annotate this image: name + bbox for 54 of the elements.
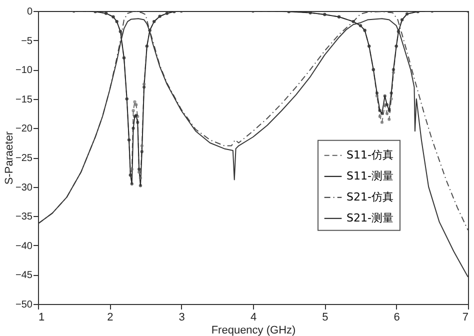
x-tick-label: 5 bbox=[322, 312, 328, 324]
x-axis-title: Frequency (GHz) bbox=[211, 324, 296, 336]
point bbox=[140, 144, 144, 148]
x-tick-label: 3 bbox=[178, 312, 185, 324]
point bbox=[138, 176, 142, 180]
x-tick-label: 2 bbox=[107, 312, 114, 324]
x-tick-label: 6 bbox=[394, 312, 400, 324]
y-tick-label: −35 bbox=[16, 212, 33, 223]
point bbox=[134, 103, 138, 106]
point bbox=[375, 91, 379, 95]
point bbox=[385, 112, 389, 116]
point bbox=[133, 100, 136, 104]
point bbox=[132, 126, 135, 130]
point bbox=[142, 86, 146, 89]
y-tick-label: 0 bbox=[26, 6, 33, 18]
point bbox=[137, 168, 141, 171]
legend-label: S21-测量 bbox=[346, 211, 394, 224]
legend-label: S21-仿真 bbox=[346, 190, 394, 204]
x-tick-label: 7 bbox=[462, 312, 468, 324]
point bbox=[136, 120, 140, 124]
point bbox=[130, 168, 134, 171]
legend-label: S11-仿真 bbox=[346, 148, 394, 162]
point bbox=[378, 109, 382, 112]
x-tick-label: 4 bbox=[250, 312, 257, 324]
y-tick-label: −50 bbox=[16, 300, 33, 310]
point bbox=[392, 70, 396, 74]
point bbox=[375, 94, 379, 98]
point bbox=[392, 68, 396, 72]
point bbox=[388, 109, 391, 112]
y-tick-label: −15 bbox=[16, 94, 33, 106]
point bbox=[137, 170, 141, 174]
y-tick-label: −25 bbox=[16, 153, 33, 164]
point bbox=[380, 120, 384, 124]
point bbox=[383, 94, 386, 98]
point bbox=[378, 114, 382, 118]
x-tick-label: 1 bbox=[38, 312, 45, 324]
point bbox=[385, 103, 389, 106]
y-axis-title: S-Paraeter bbox=[4, 131, 16, 185]
point bbox=[140, 150, 144, 154]
point bbox=[130, 182, 134, 186]
legend-label: S11-测量 bbox=[346, 169, 394, 182]
point bbox=[388, 118, 391, 121]
point bbox=[390, 91, 393, 95]
y-tick-label: −40 bbox=[16, 240, 33, 252]
y-tick-label: −5 bbox=[21, 36, 33, 47]
y-tick-label: −45 bbox=[16, 270, 33, 282]
y-tick-label: −10 bbox=[16, 65, 33, 76]
point bbox=[138, 184, 142, 188]
y-tick-label: −30 bbox=[16, 182, 33, 194]
point bbox=[132, 109, 135, 112]
point bbox=[380, 112, 384, 116]
point bbox=[390, 97, 393, 100]
point bbox=[142, 82, 146, 86]
y-tick-label: −20 bbox=[16, 124, 33, 135]
